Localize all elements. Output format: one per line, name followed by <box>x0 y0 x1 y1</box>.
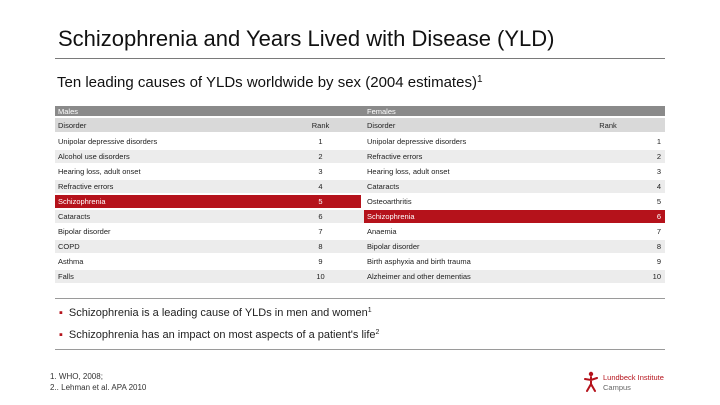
male-rank-cell: 8 <box>318 242 323 251</box>
male-disorder-cell: Cataracts <box>58 212 91 221</box>
female-rank-cell: 3 <box>656 167 661 176</box>
table-row: COPD 8 Bipolar disorder 8 <box>55 240 665 253</box>
female-disorder-cell: Birth asphyxia and birth trauma <box>367 257 471 266</box>
table-row: Refractive errors 4 Cataracts 4 <box>55 180 665 193</box>
title-divider <box>55 58 665 59</box>
male-disorder-cell: Unipolar depressive disorders <box>58 137 158 146</box>
female-disorder-cell: Unipolar depressive disorders <box>367 137 467 146</box>
logo-line2: Campus <box>603 383 631 392</box>
female-rank-cell: 6 <box>656 212 661 221</box>
male-disorder-cell: Refractive errors <box>58 182 114 191</box>
bullet-item: ▪ Schizophrenia is a leading cause of YLD… <box>59 304 372 320</box>
female-rank-cell: 10 <box>652 272 661 281</box>
female-rank-cell: 8 <box>656 242 661 251</box>
female-disorder-cell: Hearing loss, adult onset <box>367 167 450 176</box>
bullet-text: Schizophrenia is a leading cause of YLDs… <box>68 307 368 319</box>
male-disorder-cell: Falls <box>58 272 74 281</box>
female-disorder-cell: Alzheimer and other dementias <box>367 272 471 281</box>
slide-title: Schizophrenia and Years Lived with Disea… <box>58 26 555 51</box>
male-rank-cell: 9 <box>318 257 323 266</box>
female-disorder-cell: Refractive errors <box>367 152 423 161</box>
female-rank-cell: 1 <box>656 137 661 146</box>
male-disorder-cell: Schizophrenia <box>58 197 106 206</box>
bullet-item: ▪ Schizophrenia has an impact on most asp… <box>59 326 379 342</box>
group-females: Females <box>367 106 396 116</box>
male-disorder-cell: Alcohol use disorders <box>58 152 130 161</box>
male-disorder-cell: COPD <box>58 242 80 251</box>
bullet-marker-icon: ▪ <box>59 307 63 319</box>
bullet-marker-icon: ▪ <box>59 329 63 341</box>
male-rank-cell: 5 <box>318 197 323 206</box>
subtitle-superscript: 1 <box>476 74 483 85</box>
female-rank-cell: 7 <box>656 227 661 236</box>
table-row: Asthma 9 Birth asphyxia and birth trauma 9 <box>55 255 665 268</box>
logo-line1: Lundbeck Institute <box>603 373 664 382</box>
table-row: Hearing loss, adult onset 3 Hearing loss, … <box>55 165 665 178</box>
female-rank-cell: 5 <box>656 197 661 206</box>
lundbeck-logo: Lundbeck Institute Campus <box>583 371 703 393</box>
male-rank-cell: 6 <box>318 212 323 221</box>
table-row: Alcohol use disorders 2 Refractive errors 2 <box>55 150 665 163</box>
female-disorder-cell: Schizophrenia <box>367 212 415 221</box>
table-group-header: Males Females <box>55 106 665 116</box>
header-female-rank: Rank <box>599 120 617 130</box>
table-row: Unipolar depressive disorders 1 Unipolar d… <box>55 135 665 148</box>
slide-subtitle: Ten leading causes of YLDs worldwide by … <box>57 70 483 93</box>
group-males: Males <box>58 106 79 116</box>
male-rank-cell: 1 <box>318 137 323 146</box>
reference-item: 1. WHO, 2008; <box>50 372 103 381</box>
lundbeck-figure-icon <box>584 371 598 392</box>
table-row: Cataracts 6 Schizophrenia 6 <box>55 210 665 223</box>
bullet-superscript: 2 <box>375 329 380 336</box>
female-disorder-cell: Cataracts <box>367 182 400 191</box>
bullet-text: Schizophrenia has an impact on most aspe… <box>68 329 376 341</box>
male-disorder-cell: Asthma <box>58 257 84 266</box>
male-disorder-cell: Bipolar disorder <box>58 227 111 236</box>
reference-item: 2.. Lehman et al. APA 2010 <box>50 383 147 392</box>
header-male-rank: Rank <box>311 120 330 130</box>
female-rank-cell: 9 <box>656 257 661 266</box>
male-disorder-cell: Hearing loss, adult onset <box>58 167 141 176</box>
header-male-disorder: Disorder <box>58 120 87 130</box>
male-rank-cell: 4 <box>318 182 323 191</box>
female-rank-cell: 4 <box>656 182 661 191</box>
key-points: ▪ Schizophrenia is a leading cause of YLD… <box>55 298 665 350</box>
female-rank-cell: 2 <box>656 152 661 161</box>
header-female-disorder: Disorder <box>367 120 396 130</box>
table-row: Schizophrenia 5 Osteoarthritis 5 <box>55 195 665 208</box>
male-rank-cell: 7 <box>318 227 323 236</box>
bullet-superscript: 1 <box>367 307 372 314</box>
male-rank-cell: 10 <box>316 272 325 281</box>
subtitle-text: Ten leading causes of YLDs worldwide by … <box>57 74 477 91</box>
table-row: Falls 10 Alzheimer and other dementias 10 <box>55 270 665 283</box>
references: 1. WHO, 2008; 2.. Lehman et al. APA 2010 <box>50 371 146 393</box>
highlight-male-segment <box>55 195 361 208</box>
highlight-female-segment <box>364 210 665 223</box>
female-disorder-cell: Bipolar disorder <box>367 242 420 251</box>
table-column-header: Disorder Rank Disorder Rank <box>55 118 665 132</box>
female-disorder-cell: Anaemia <box>367 227 397 236</box>
male-rank-cell: 3 <box>318 167 323 176</box>
table-row: Bipolar disorder 7 Anaemia 7 <box>55 225 665 238</box>
female-disorder-cell: Osteoarthritis <box>367 197 412 206</box>
male-rank-cell: 2 <box>318 152 323 161</box>
